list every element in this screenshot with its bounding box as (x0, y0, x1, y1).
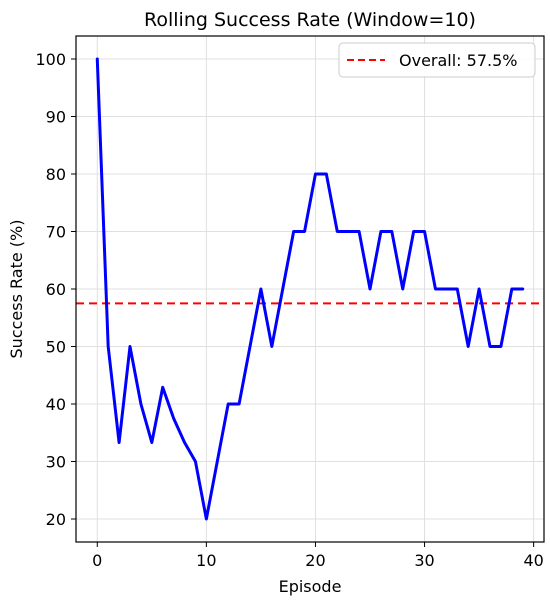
legend-box (338, 42, 536, 78)
x-tick-label: 20 (305, 551, 325, 570)
y-tick-label: 20 (46, 510, 66, 529)
y-tick-label: 50 (46, 338, 66, 357)
y-tick-label: 60 (46, 280, 66, 299)
legend-label-overall: Overall: 57.5% (399, 51, 517, 70)
series-line-rolling-success (95, 57, 525, 521)
x-tick-label: 10 (196, 551, 216, 570)
chart-title: Rolling Success Rate (Window=10) (144, 9, 476, 31)
series-layer (95, 57, 525, 521)
legend: Overall: 57.5% (338, 42, 536, 78)
x-tick-label: 30 (414, 551, 434, 570)
x-tick-label: 40 (523, 551, 543, 570)
y-tick-label: 100 (35, 50, 66, 69)
y-tick-label: 70 (46, 223, 66, 242)
y-tick-label: 30 (46, 453, 66, 472)
y-tick-label: 80 (46, 165, 66, 184)
y-axis-ticks: 20 30 40 50 60 70 80 90 100 (35, 50, 76, 529)
x-tick-label: 0 (92, 551, 102, 570)
x-axis-ticks: 0 10 20 30 40 (92, 542, 544, 570)
y-tick-label: 40 (46, 395, 66, 414)
y-tick-label: 90 (46, 108, 66, 127)
y-axis-label: Success Rate (%) (7, 220, 26, 359)
grid (76, 36, 544, 542)
x-axis-label: Episode (279, 577, 342, 596)
